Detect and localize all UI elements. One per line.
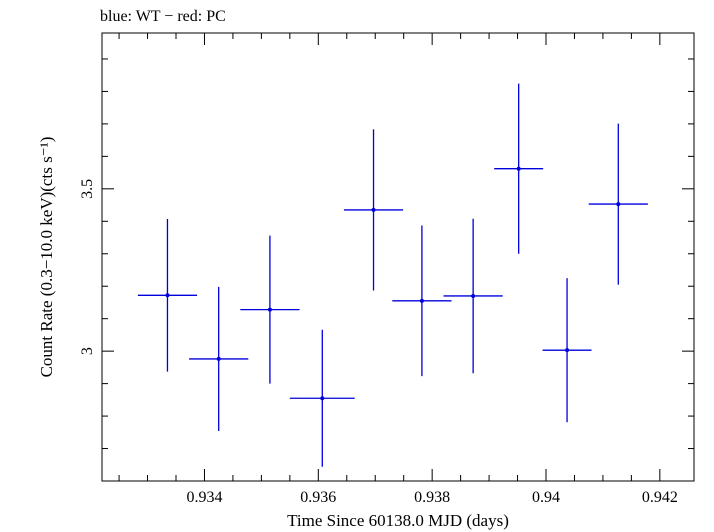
y-tick-label: 3 [79,347,96,355]
x-tick-label: 0.942 [642,489,678,506]
data-marker [371,207,376,212]
x-tick-label: 0.938 [414,489,450,506]
chart-title: blue: WT − red: PC [100,8,226,25]
plot-area [137,83,648,467]
data-point [189,286,249,432]
data-marker [516,166,521,171]
data-point [289,329,355,467]
x-tick-label: 0.934 [186,489,222,506]
data-marker [320,396,325,401]
y-axis-label: Count Rate (0.3−10.0 keV)(cts s⁻¹) [37,137,56,378]
data-marker [565,348,570,353]
plot-frame [101,32,695,482]
data-point [494,83,544,254]
x-axis-ticks: 0.934 0.936 0.938 0.94 0.942 [118,33,678,506]
data-marker [216,356,221,361]
x-tick-label: 0.94 [532,489,560,506]
x-tick-label: 0.936 [300,489,336,506]
data-point [240,235,300,384]
data-point [137,219,198,372]
data-marker [616,202,621,207]
data-marker [471,293,476,298]
data-marker [419,298,424,303]
data-point [542,278,592,423]
data-point [392,225,452,377]
y-tick-label: 3.5 [79,179,96,199]
data-point [443,218,503,374]
data-point [343,129,404,291]
x-axis-label: Time Since 60138.0 MJD (days) [287,511,509,530]
y-axis-ticks: 33.5 [79,58,694,450]
data-marker [267,307,272,312]
data-marker [165,293,170,298]
data-point [588,123,648,285]
